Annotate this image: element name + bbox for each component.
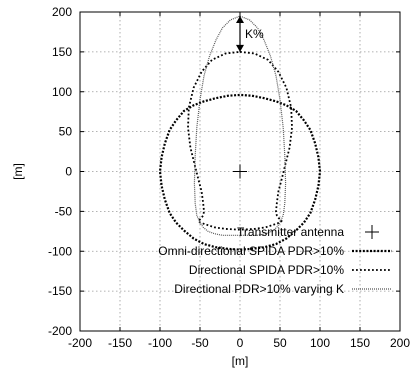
y-tick-label: -100 (48, 244, 72, 258)
x-tick-label: -150 (108, 336, 132, 350)
x-tick-label: 0 (237, 336, 244, 350)
y-tick-label: 150 (52, 45, 72, 59)
k-arrow-head-top (236, 15, 244, 23)
legend-label: Directional SPIDA PDR>10% (189, 263, 344, 277)
legend-label: Transmitter antenna (237, 225, 344, 239)
series-layer (158, 15, 322, 251)
x-tick-label: -100 (148, 336, 172, 350)
grid-layer (80, 12, 400, 331)
x-tick-label: 200 (390, 336, 410, 350)
x-tick-label: -200 (68, 336, 92, 350)
x-tick-label: -50 (191, 336, 209, 350)
x-axis-label: [m] (232, 354, 249, 368)
y-tick-label: -50 (55, 204, 73, 218)
legend-label: Omni-directional SPIDA PDR>10% (158, 244, 344, 258)
y-tick-label: 200 (52, 5, 72, 19)
x-tick-label: 50 (273, 336, 287, 350)
legend-label: Directional PDR>10% varying K (174, 282, 344, 296)
k-arrow-head-bottom (236, 44, 244, 52)
axes-layer: -200 -150 -100 -50 0 50 100 150 200 -200 -150 -100 -… (11, 5, 410, 368)
x-tick-label: 100 (310, 336, 330, 350)
y-tick-label: -150 (48, 284, 72, 298)
y-axis-label: [m] (11, 163, 25, 180)
y-tick-label: 0 (65, 165, 72, 179)
x-tick-label: 150 (350, 336, 370, 350)
annotation-layer: K% (236, 15, 264, 52)
series-line-3 (193, 15, 287, 236)
y-tick-label: 100 (52, 85, 72, 99)
series-line-1 (158, 93, 322, 251)
k-annotation-label: K% (245, 27, 264, 41)
legend-layer: Transmitter antenna Omni-directional SPID… (158, 225, 392, 296)
y-tick-label: 50 (59, 125, 73, 139)
y-tick-label: -200 (48, 324, 72, 338)
